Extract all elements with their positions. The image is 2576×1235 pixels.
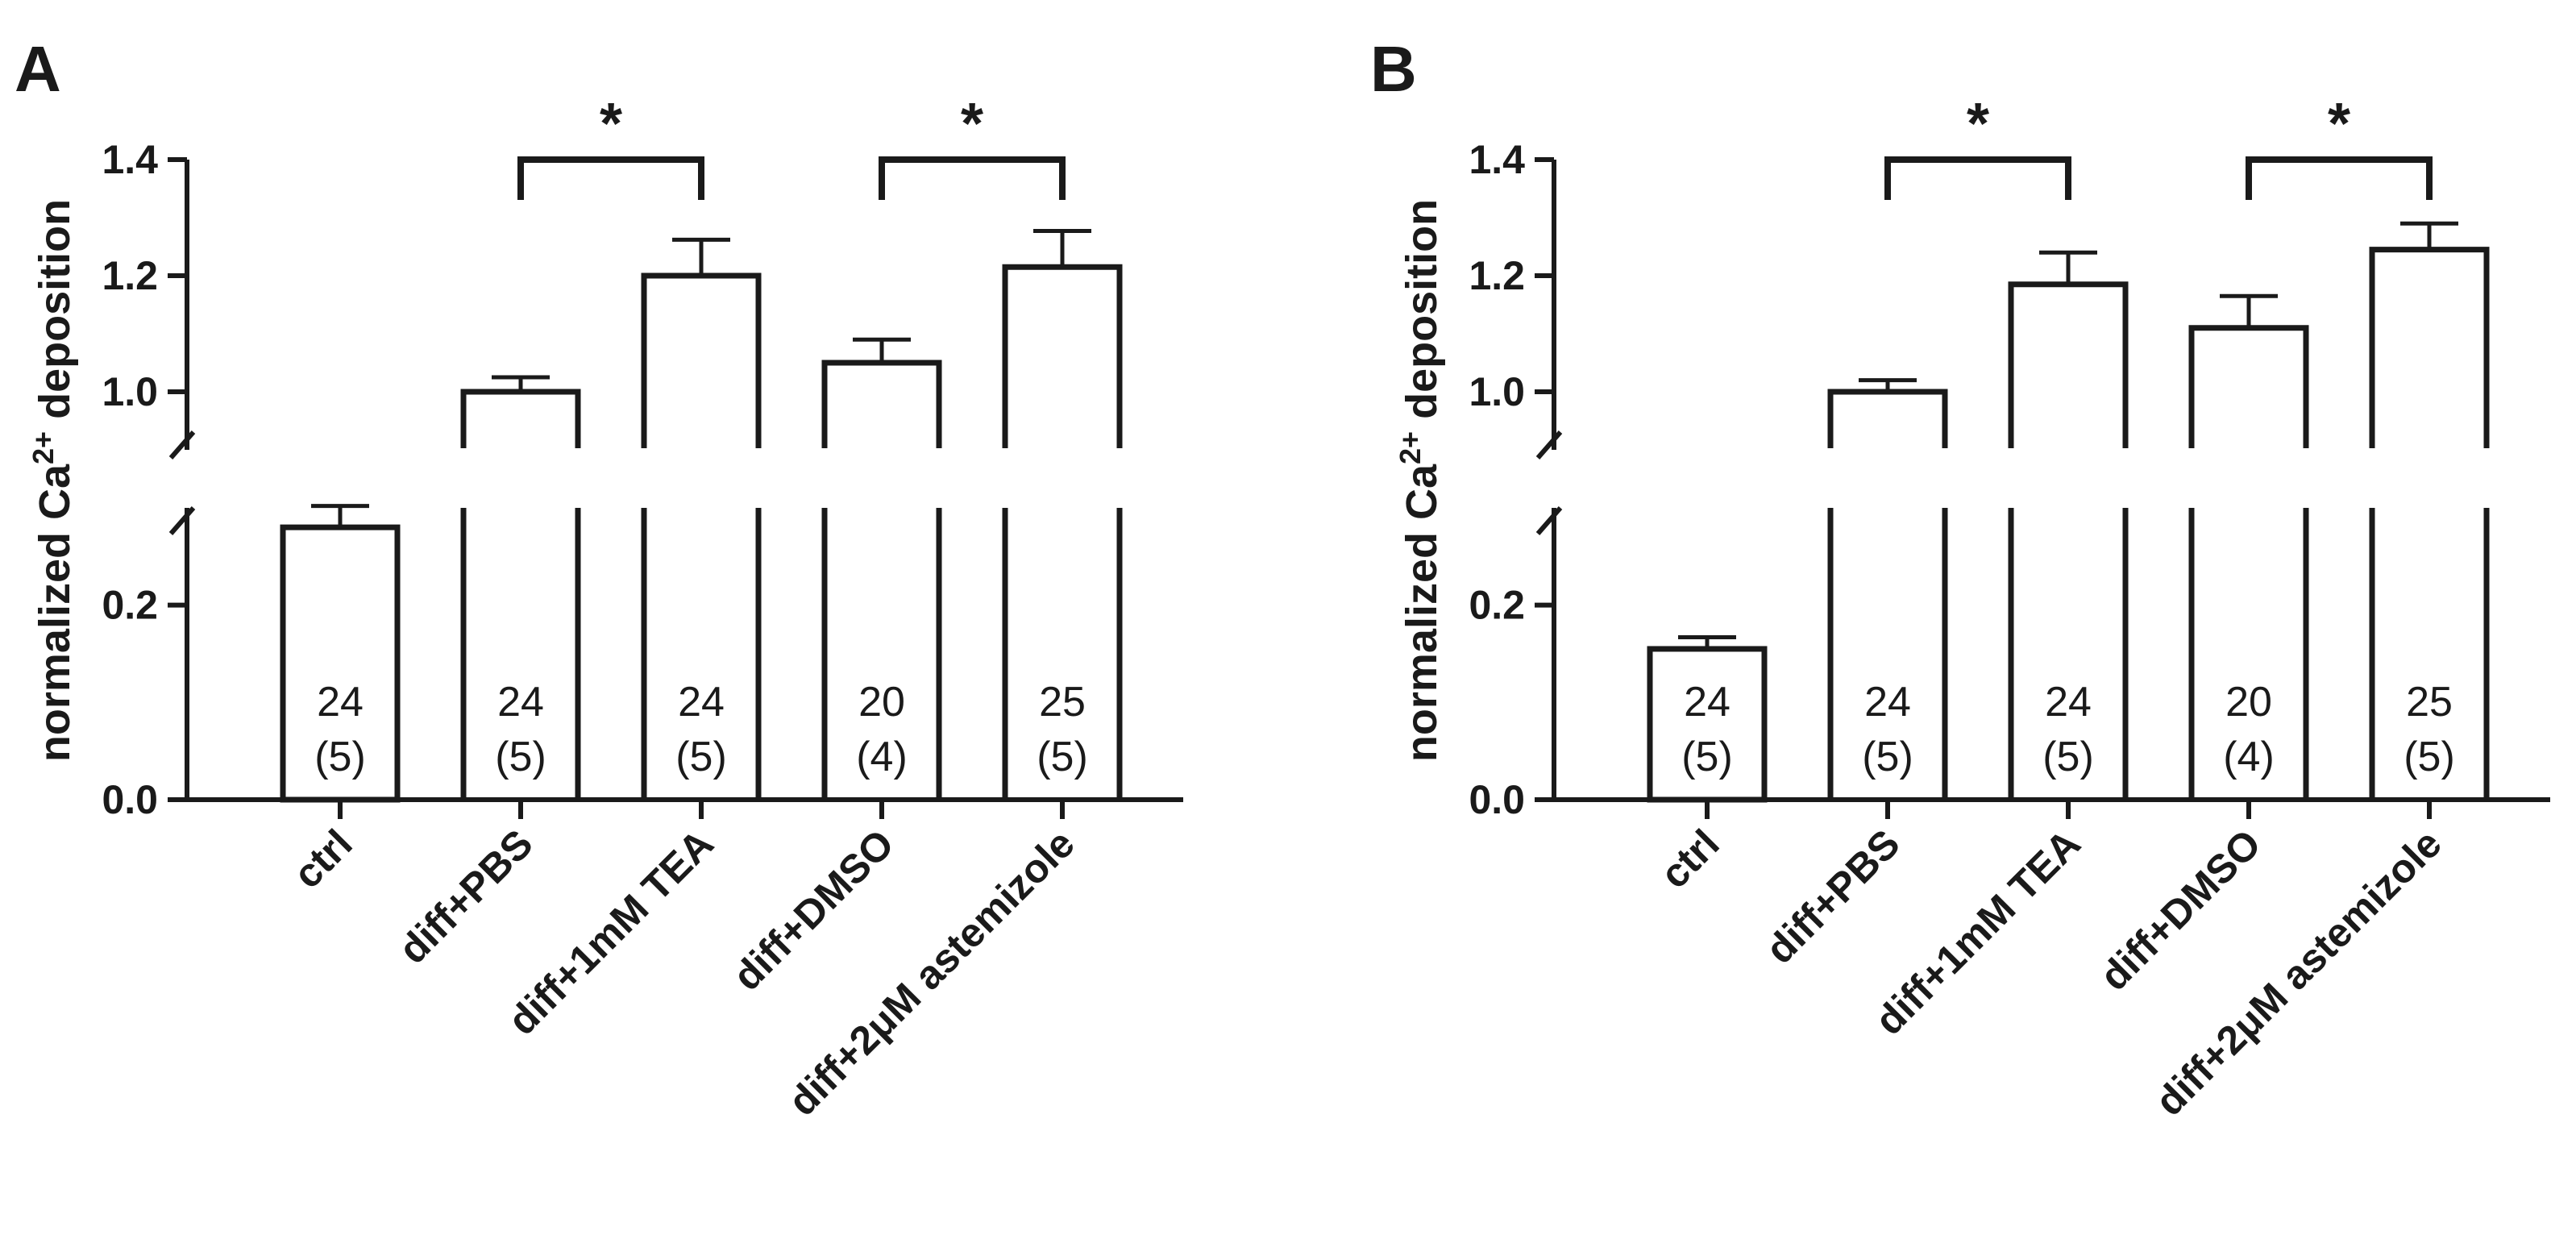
bar-n-label: 24 — [497, 679, 544, 726]
significance-bracket — [517, 156, 704, 200]
y-tick-label: 1.2 — [102, 253, 158, 298]
bar-n-label: 24 — [317, 679, 364, 726]
axis-break-mark — [168, 506, 196, 535]
significance-star: * — [1967, 92, 1989, 156]
bar-n-label: 24 — [1864, 679, 1911, 726]
bar-n-label: (5) — [2042, 734, 2094, 780]
y-tick-label: 1.4 — [102, 137, 158, 182]
significance-star: * — [961, 92, 983, 156]
bar-n-label: 20 — [2225, 679, 2272, 726]
y-tick-label: 0.2 — [1469, 583, 1525, 628]
bar-n-label: 25 — [2406, 679, 2453, 726]
bar-n-label: 24 — [1684, 679, 1730, 726]
y-tick-label: 0.0 — [1469, 777, 1525, 822]
axis-break-mark — [1535, 430, 1563, 459]
bar-n-label: 24 — [678, 679, 725, 726]
panel-letter-b: B — [1370, 33, 1417, 105]
bar-n-label: (5) — [314, 734, 366, 780]
significance-star: * — [2328, 92, 2350, 156]
y-axis-label: normalized Ca2+ deposition — [27, 199, 80, 762]
bar-n-label: 20 — [858, 679, 905, 726]
y-tick-label: 1.2 — [1469, 253, 1525, 298]
bar — [1647, 646, 1768, 803]
x-tick-label: ctrl — [1652, 821, 1728, 897]
y-axis-label: normalized Ca2+ deposition — [1394, 199, 1447, 762]
y-tick-label: 1.0 — [102, 369, 158, 414]
bar-n-label: (4) — [2223, 734, 2275, 780]
panel-letter-a: A — [15, 33, 61, 105]
significance-star: * — [600, 92, 622, 156]
axis-break-mark — [1535, 506, 1563, 535]
bar-n-label: (4) — [856, 734, 908, 780]
bar — [1827, 389, 1948, 448]
y-tick-label: 0.0 — [102, 777, 158, 822]
bar-n-label: 25 — [1039, 679, 1086, 726]
axis-break-mark — [168, 430, 196, 459]
bar — [2008, 281, 2129, 448]
y-tick-label: 0.2 — [102, 583, 158, 628]
bar-n-label: (5) — [1037, 734, 1088, 780]
bar-n-label: 24 — [2045, 679, 2092, 726]
significance-bracket — [2246, 156, 2433, 200]
x-tick-label: diff+PBS — [1757, 821, 1909, 972]
y-tick-label: 1.4 — [1469, 137, 1525, 182]
bar — [2369, 247, 2490, 448]
bar-n-label: (5) — [675, 734, 727, 780]
bar — [2188, 325, 2309, 448]
bar-n-label: (5) — [2404, 734, 2455, 780]
bar-n-label: (5) — [495, 734, 546, 780]
bar — [280, 524, 401, 803]
bar-n-label: (5) — [1681, 734, 1733, 780]
x-tick-label: diff+DMSO — [2091, 821, 2269, 999]
significance-bracket — [1884, 156, 2071, 200]
y-tick-label: 1.0 — [1469, 369, 1525, 414]
significance-bracket — [879, 156, 1066, 200]
bar-n-label: (5) — [1862, 734, 1913, 780]
